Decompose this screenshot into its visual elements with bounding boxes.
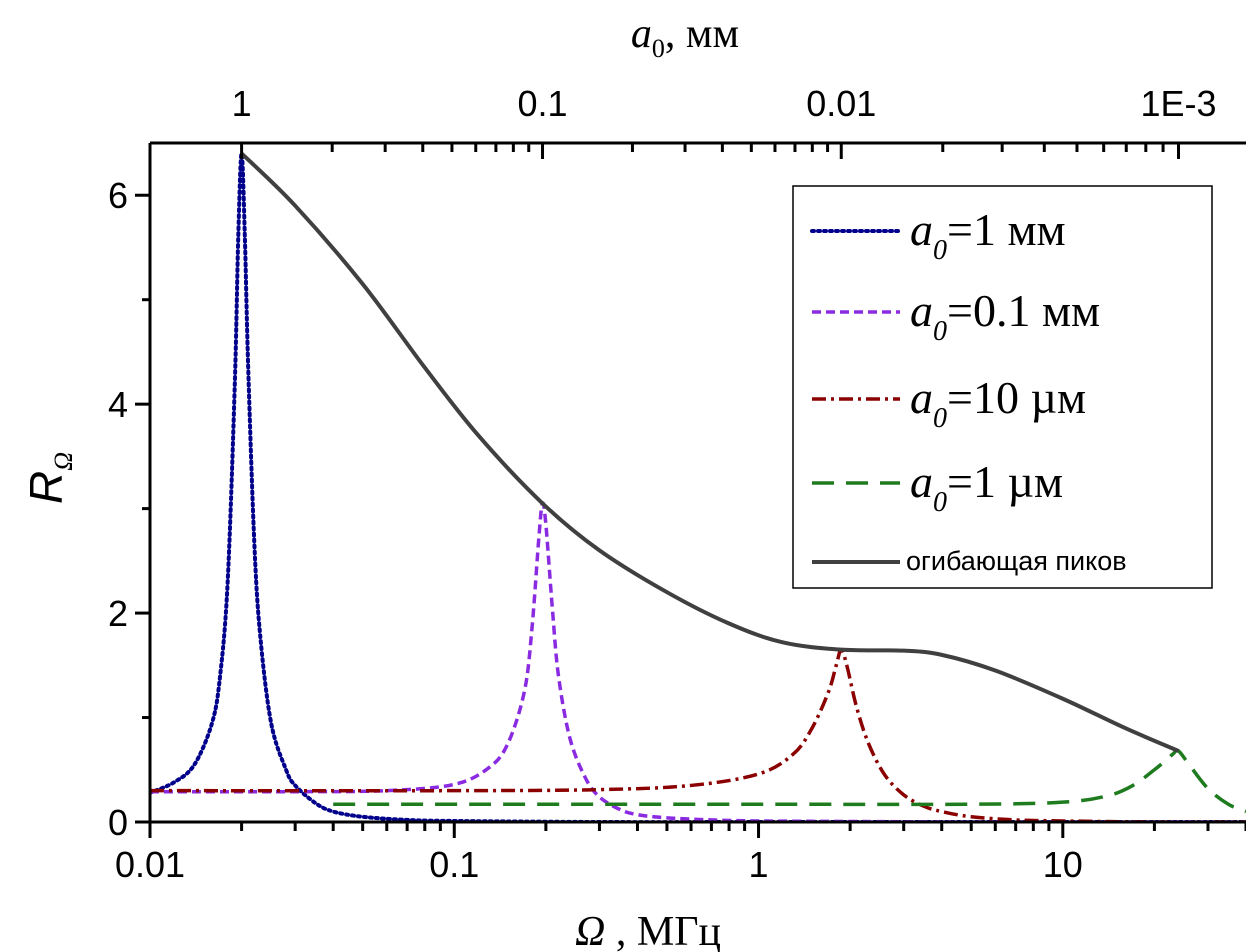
legend-label-2: a0=10 µм <box>910 372 1086 434</box>
labels-layer: 0.01 0.1 1 10 1 0.1 0.01 1E-3 0 2 4 6 <box>108 83 1217 885</box>
top-tick-label: 1 <box>232 83 252 124</box>
legend-label-sub: 0 <box>933 235 947 266</box>
top-axis-title-sub: 0 <box>652 34 665 63</box>
x-tick-label: 10 <box>1043 844 1083 885</box>
ticks-layer <box>135 143 1246 838</box>
legend-label-a: a <box>910 372 933 423</box>
top-tick-label: 0.01 <box>806 83 876 124</box>
y-tick-label: 6 <box>108 175 128 216</box>
legend-label-a: a <box>910 285 933 336</box>
legend-box <box>792 185 1213 589</box>
y-tick-label: 0 <box>108 802 128 843</box>
x-tick-label: 0.1 <box>429 844 479 885</box>
top-axis-title-rest: , мм <box>665 11 739 57</box>
series-line-1 <box>150 501 1246 823</box>
series-line-3 <box>333 748 1246 814</box>
x-axis-title-unit: , МГц <box>616 909 721 952</box>
y-axis-title-sub: Ω <box>49 452 78 471</box>
y-tick-label: 2 <box>108 593 128 634</box>
series-line-4 <box>240 152 1180 753</box>
top-axis-title-a: a <box>631 11 652 57</box>
top-axis-title: a0, мм <box>631 11 739 63</box>
legend-label-3: a0=1 µм <box>910 456 1063 518</box>
legend-label-sub: 0 <box>933 316 947 347</box>
legend-label-0: a0=1 мм <box>910 204 1066 266</box>
legend-label-sub: 0 <box>933 487 947 518</box>
x-tick-label: 1 <box>749 844 769 885</box>
legend-label-4: огибающая пиков <box>906 546 1127 576</box>
x-axis-title-text: Ω <box>575 909 605 952</box>
y-tick-label: 4 <box>108 384 128 425</box>
top-tick-label: 1E-3 <box>1140 83 1216 124</box>
legend-label-text: =1 µм <box>947 456 1063 507</box>
legend-label-1: a0=0.1 мм <box>910 285 1100 347</box>
y-axis-title-r: R <box>20 471 72 504</box>
legend-label-sub: 0 <box>933 403 947 434</box>
top-tick-label: 0.1 <box>517 83 567 124</box>
legend-label-text: =0.1 мм <box>947 285 1100 336</box>
x-axis-title: Ω , МГц <box>575 909 721 952</box>
x-tick-label: 0.01 <box>115 844 185 885</box>
legend-label-text: =1 мм <box>947 204 1066 255</box>
legend-label-text: =10 µм <box>947 372 1086 423</box>
series-line-2 <box>150 647 1246 823</box>
legend-label-a: a <box>910 204 933 255</box>
legend-label-a: a <box>910 456 933 507</box>
axis-titles: Ω , МГц a0, мм RΩ <box>20 11 739 952</box>
y-axis-title: RΩ <box>20 452 78 504</box>
